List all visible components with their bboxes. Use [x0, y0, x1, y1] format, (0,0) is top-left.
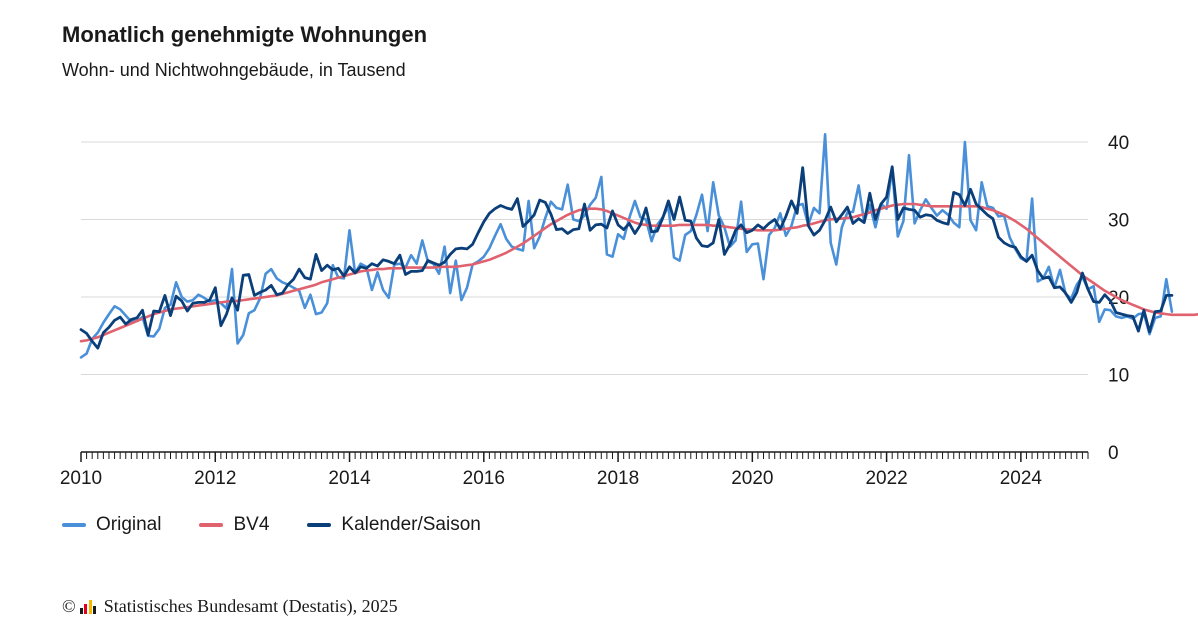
legend-label: Kalender/Saison: [341, 514, 481, 535]
x-tick-label-2022: 2022: [865, 468, 907, 489]
logo-bar: [79, 607, 83, 614]
chart-subtitle: Wohn- und Nichtwohngebäude, in Tausend: [62, 60, 406, 80]
logo-bar: [84, 603, 88, 614]
x-tick-label-2016: 2016: [463, 468, 505, 489]
series-line-bv4: [79, 202, 1198, 343]
legend-label: Original: [96, 514, 162, 535]
logo-bar: [88, 599, 92, 614]
legend-swatch: [62, 523, 86, 527]
y-tick-label-0: 0: [1108, 443, 1119, 464]
legend-item[interactable]: Original: [62, 514, 161, 536]
legend-swatch: [307, 523, 332, 527]
series-line-kalender-saison: [79, 165, 1174, 350]
legend-label: BV4: [233, 514, 270, 535]
source-text: Statistisches Bundesamt (Destatis), 2025: [103, 596, 398, 616]
x-tick-label-2018: 2018: [597, 468, 639, 489]
chart-title: Monatlich genehmigte Wohnungen: [62, 22, 428, 47]
legend: Original BV4 Kalender/Saison: [62, 514, 519, 536]
logo-bar: [93, 605, 97, 614]
legend-item[interactable]: Kalender/Saison: [307, 514, 481, 536]
source-footer: © Statistisches Bundesamt (Destatis), 20…: [62, 596, 398, 617]
x-tick-label-2024: 2024: [1000, 468, 1043, 489]
legend-item[interactable]: BV4: [199, 514, 269, 536]
gridlines: [81, 141, 1088, 375]
legend-swatch: [199, 523, 224, 527]
x-axis: 2010 2012 2014 2016 2018 2020 2022 2024: [60, 451, 1089, 489]
y-tick-label-40: 40: [1108, 133, 1129, 154]
series-lines: [79, 133, 1198, 359]
y-tick-label-10: 10: [1108, 366, 1129, 387]
copyright-symbol: ©: [62, 596, 76, 616]
y-tick-label-30: 30: [1108, 211, 1129, 232]
x-tick-label-2012: 2012: [194, 468, 236, 489]
x-tick-label-2014: 2014: [328, 468, 371, 489]
x-tick-label-2010: 2010: [60, 468, 102, 489]
x-tick-label-2020: 2020: [731, 468, 773, 489]
destatis-logo-icon: [79, 599, 98, 614]
